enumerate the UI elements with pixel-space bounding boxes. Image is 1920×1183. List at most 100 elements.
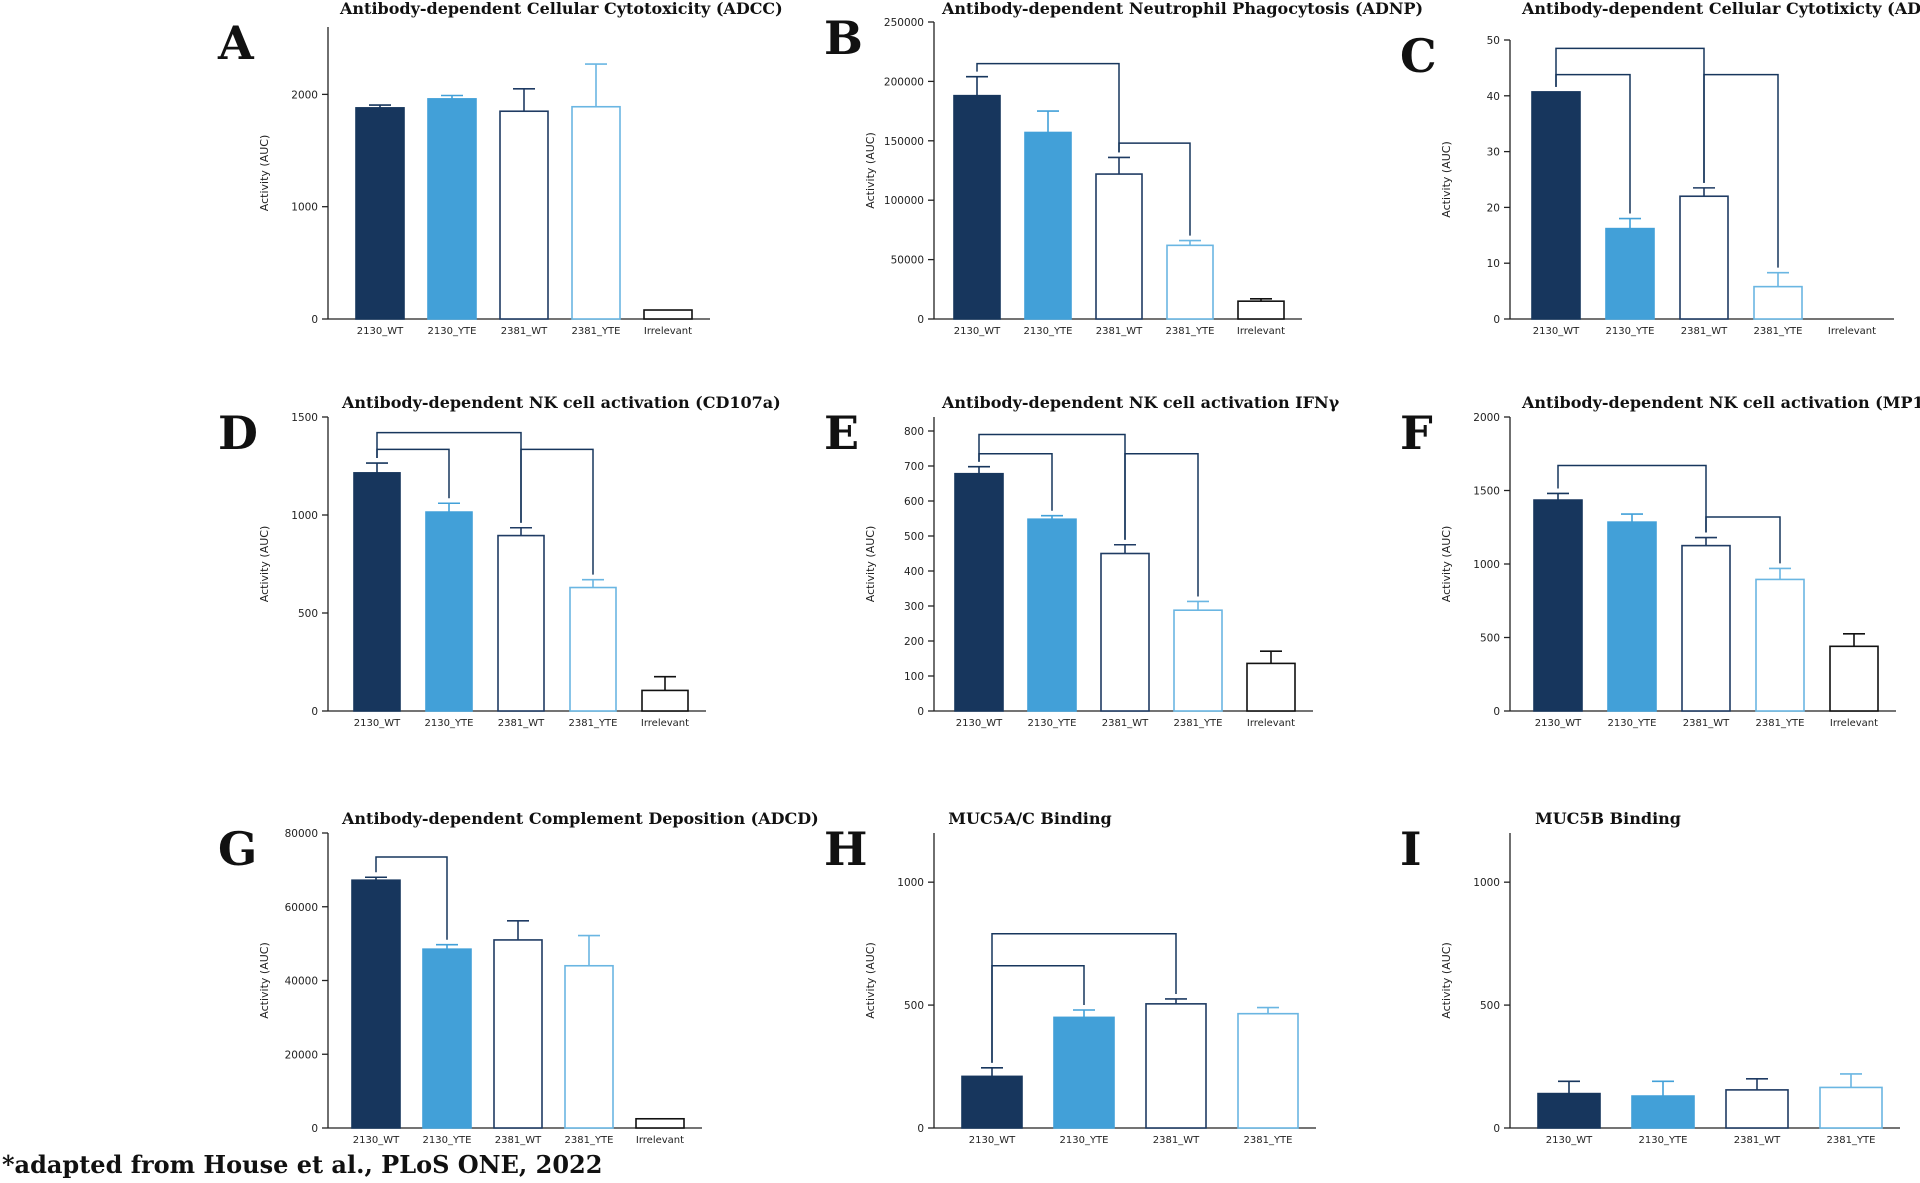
x-tick-label: 2381_YTE [1166,326,1215,337]
significance-bracket [976,62,1120,153]
y-tick-label: 20 [1487,202,1500,214]
significance-bracket [1557,464,1707,533]
significance-bracket [1118,142,1191,236]
y-tick-label: 0 [311,1123,318,1135]
y-tick-label: 1500 [1473,486,1500,498]
panel-letter: G [218,822,257,876]
x-tick-label: 2130_WT [357,326,404,337]
significance-bracket [991,965,1085,1063]
figure-caption: *adapted from House et al., PLoS ONE, 20… [2,1150,603,1179]
significance-bracket [1705,516,1781,564]
bar [1819,1086,1883,1129]
x-tick-label: 2381_YTE [565,1135,614,1146]
chart-title: Antibody-dependent Neutrophil Phagocytos… [941,0,1423,18]
bar [1024,131,1072,320]
chart-panel-h: H MUC5A/C Binding Activity (AUC) 0 500 1000 21… [824,809,1316,1146]
y-axis-label: Activity (AUC) [258,135,271,211]
y-tick-label: 0 [917,314,924,326]
x-tick-label: 2130_YTE [1024,326,1073,337]
y-tick-label: 1000 [291,510,318,522]
y-axis-label: Activity (AUC) [258,942,271,1018]
chart-title: MUC5A/C Binding [948,809,1111,828]
bar [353,472,401,712]
y-tick-label: 200000 [884,76,924,88]
bar [571,105,621,320]
x-tick-label: 2130_WT [969,1135,1016,1146]
significance-bracket [376,448,450,499]
x-tick-label: 2130_WT [353,1135,400,1146]
y-tick-label: 150000 [884,136,924,148]
x-tick-label: 2130_YTE [1028,718,1077,729]
bar [1537,1092,1601,1129]
x-tick-label: 2130_YTE [1060,1135,1109,1146]
panel-letter: E [824,406,859,460]
y-tick-label: 0 [311,706,318,718]
x-tick-label: 2381_WT [1681,326,1728,337]
y-tick-label: 500 [1480,1000,1500,1012]
x-tick-label: 2130_WT [956,718,1003,729]
chart-title: Antibody-dependent Cellular Cytotixicty … [1521,0,1920,18]
significance-bracket [1703,73,1779,268]
x-tick-label: 2381_YTE [569,718,618,729]
bar [1829,645,1879,712]
y-tick-label: 50000 [891,255,924,267]
y-tick-label: 500 [1480,633,1500,645]
bar [1095,173,1143,320]
bar [641,689,689,712]
x-tick-label: 2381_YTE [572,326,621,337]
y-tick-label: 2000 [291,89,318,101]
y-tick-label: 500 [298,608,318,620]
chart-title: Antibody-dependent NK cell activation IF… [941,393,1340,412]
bar [961,1075,1023,1129]
x-tick-label: 2381_YTE [1754,326,1803,337]
bar [493,939,543,1129]
y-tick-label: 40 [1487,91,1500,103]
chart-panel-f: F Antibody-dependent NK cell activation (… [1400,393,1920,729]
bar [1237,1012,1299,1129]
bar [1681,544,1731,712]
x-tick-label: 2130_WT [1535,718,1582,729]
bar [1533,499,1583,712]
y-tick-label: 100000 [884,195,924,207]
y-tick-label: 0 [917,706,924,718]
x-tick-label: 2381_YTE [1756,718,1805,729]
bar [1679,195,1729,320]
y-axis-label: Activity (AUC) [258,526,271,602]
x-tick-label: 2381_WT [1734,1135,1781,1146]
x-tick-label: 2381_WT [501,326,548,337]
bar [1145,1003,1207,1129]
x-tick-label: 2381_WT [1096,326,1143,337]
y-tick-label: 300 [904,601,924,613]
y-tick-label: 500 [904,1000,924,1012]
chart-panel-a: A Antibody-dependent Cellular Cytotoxicit… [217,0,783,337]
bar [953,94,1001,320]
bar [427,98,477,320]
y-tick-label: 2000 [1473,412,1500,424]
chart-title: Antibody-dependent NK cell activation (M… [1521,393,1920,412]
y-axis-label: Activity (AUC) [1440,526,1453,602]
y-tick-label: 40000 [285,976,318,988]
x-tick-label: Irrelevant [641,718,689,729]
chart-title: Antibody-dependent Cellular Cytotoxicity… [339,0,783,18]
y-tick-label: 60000 [285,902,318,914]
significance-bracket [1555,73,1631,214]
y-tick-label: 0 [917,1123,924,1135]
bar [1753,285,1803,320]
panel-letter: H [824,822,867,876]
y-tick-label: 0 [311,314,318,326]
y-tick-label: 10 [1487,258,1500,270]
bar [1755,578,1805,712]
x-tick-label: 2130_YTE [423,1135,472,1146]
y-tick-label: 0 [1493,1123,1500,1135]
x-tick-label: 2381_WT [1683,718,1730,729]
bar [1246,662,1296,712]
panel-letter: F [1400,406,1433,460]
x-tick-label: Irrelevant [644,326,692,337]
y-tick-label: 0 [1493,706,1500,718]
x-tick-label: 2130_YTE [428,326,477,337]
x-tick-label: 2381_WT [1102,718,1149,729]
x-tick-label: 2130_WT [1546,1135,1593,1146]
x-tick-label: 2130_WT [954,326,1001,337]
y-tick-label: 1000 [1473,877,1500,889]
